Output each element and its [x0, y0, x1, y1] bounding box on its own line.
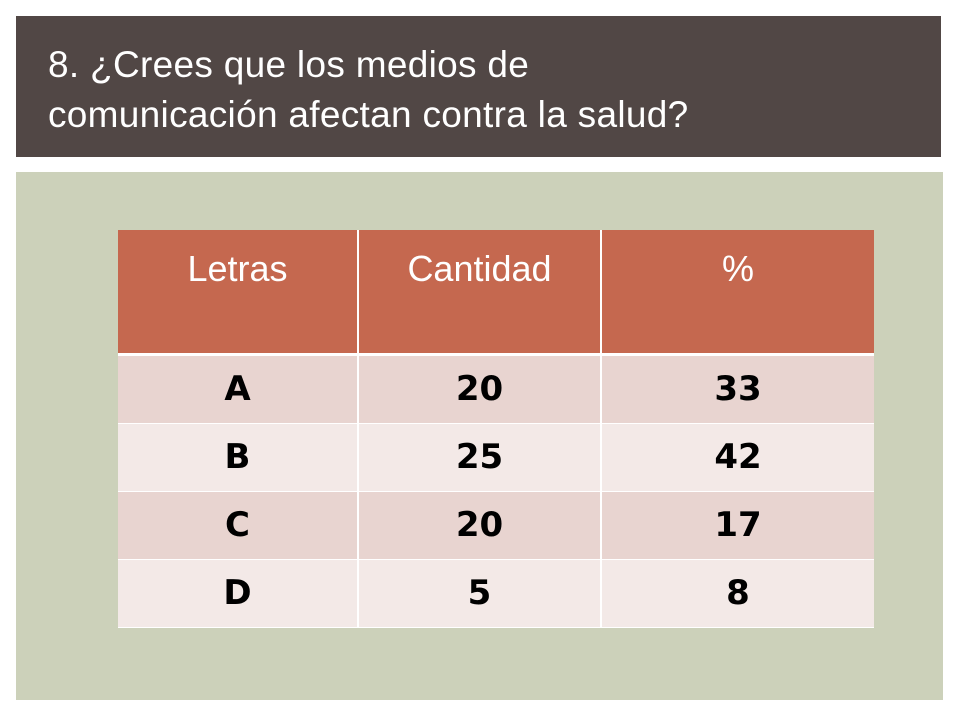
table-row: C 20 17 — [118, 491, 874, 560]
cell-percent: 8 — [601, 559, 874, 628]
cell-percent: 17 — [601, 491, 874, 560]
header-cantidad: Cantidad — [358, 230, 602, 356]
table-row: A 20 33 — [118, 354, 874, 424]
cell-cantidad: 5 — [358, 559, 602, 628]
cell-cantidad: 20 — [358, 491, 602, 560]
cell-letra: A — [118, 354, 359, 424]
slide-title: 8. ¿Crees que los medios de comunicación… — [48, 40, 921, 140]
slide-title-line-2: comunicación afectan contra la salud? — [48, 94, 689, 135]
title-bar: 8. ¿Crees que los medios de comunicación… — [16, 16, 941, 157]
cell-letra: B — [118, 423, 359, 492]
cell-cantidad: 20 — [358, 354, 602, 424]
results-table: Letras Cantidad % A 20 33 B 25 42 C 20 1… — [118, 230, 874, 628]
table-row: D 5 8 — [118, 559, 874, 628]
table-row: B 25 42 — [118, 423, 874, 492]
cell-percent: 33 — [601, 354, 874, 424]
table-header-row: Letras Cantidad % — [118, 230, 874, 356]
cell-cantidad: 25 — [358, 423, 602, 492]
header-percent: % — [601, 230, 874, 356]
header-letras: Letras — [118, 230, 359, 356]
cell-letra: C — [118, 491, 359, 560]
cell-percent: 42 — [601, 423, 874, 492]
slide-title-line-1: 8. ¿Crees que los medios de — [48, 44, 530, 85]
cell-letra: D — [118, 559, 359, 628]
